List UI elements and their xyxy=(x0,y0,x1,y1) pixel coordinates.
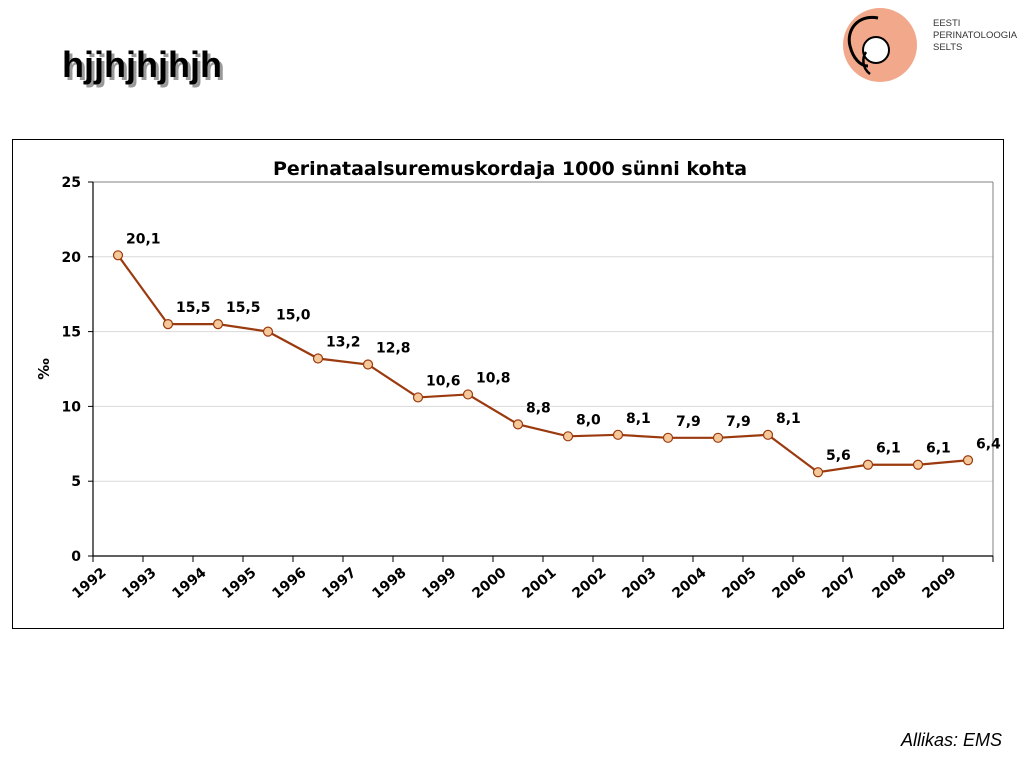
x-tick-label: 1998 xyxy=(369,565,409,602)
data-point xyxy=(462,389,474,400)
data-point xyxy=(162,319,174,330)
chart-frame: Perinataalsuremuskordaja 1000 sünni koht… xyxy=(12,139,1004,629)
x-tick-label: 1995 xyxy=(219,565,259,602)
data-point xyxy=(312,353,324,364)
logo-line-1: EESTI xyxy=(933,18,961,29)
data-label: 13,2 xyxy=(326,335,361,351)
line-chart: Perinataalsuremuskordaja 1000 sünni koht… xyxy=(35,158,1001,602)
data-label: 6,1 xyxy=(926,441,951,457)
x-tick-label: 1993 xyxy=(119,565,159,602)
x-tick-label: 2008 xyxy=(869,565,909,602)
data-point xyxy=(962,455,974,466)
data-label: 8,1 xyxy=(626,411,651,427)
y-tick-label: 5 xyxy=(71,474,81,490)
data-label: 15,5 xyxy=(226,300,261,316)
data-point xyxy=(662,432,674,443)
x-tick-label: 1992 xyxy=(69,565,109,602)
data-label: 8,8 xyxy=(526,400,551,416)
x-tick-label: 2001 xyxy=(519,565,559,602)
logo-mark-icon xyxy=(843,8,917,82)
data-label: 12,8 xyxy=(376,341,411,357)
logo-text: EESTI PERINATOLOOGIA SELTS xyxy=(933,18,1017,54)
data-label: 6,4 xyxy=(976,436,1001,452)
data-point xyxy=(862,459,874,470)
data-point xyxy=(912,459,924,470)
data-point xyxy=(112,250,124,261)
x-tick-label: 1999 xyxy=(419,565,459,602)
x-tick-label: 2005 xyxy=(719,565,759,602)
series-line xyxy=(117,254,969,474)
data-point xyxy=(612,429,624,440)
logo-curve-2 xyxy=(862,51,871,75)
data-point xyxy=(212,319,224,330)
x-tick-label: 1994 xyxy=(169,565,209,602)
y-tick-label: 15 xyxy=(62,325,81,341)
y-tick-label: 20 xyxy=(62,250,82,266)
x-tick-label: 2000 xyxy=(469,565,509,602)
data-point xyxy=(362,359,374,370)
data-label: 7,9 xyxy=(726,414,751,430)
y-tick-label: 0 xyxy=(71,549,81,565)
data-point xyxy=(512,419,524,430)
y-axis-label: ‰ xyxy=(35,358,53,380)
data-label: 10,6 xyxy=(426,373,461,389)
x-tick-label: 2007 xyxy=(819,565,859,602)
logo: EESTI PERINATOLOOGIA SELTS xyxy=(840,6,1020,86)
y-tick-label: 10 xyxy=(62,399,82,415)
x-tick-label: 2004 xyxy=(669,565,709,602)
source-note: Allikas: EMS xyxy=(900,730,1002,750)
x-tick-label: 2006 xyxy=(769,565,809,602)
x-tick-label: 1997 xyxy=(319,565,359,602)
data-label: 8,1 xyxy=(776,411,801,427)
logo-curve xyxy=(847,15,879,68)
x-tick-label: 1996 xyxy=(269,565,309,602)
logo-inner-circle xyxy=(862,36,890,64)
data-point xyxy=(562,431,574,442)
data-label: 7,9 xyxy=(676,414,701,430)
x-tick-label: 2009 xyxy=(919,565,959,602)
data-point xyxy=(262,326,274,337)
slide-title: hjjhjhjhjh xyxy=(62,44,222,85)
x-tick-label: 2003 xyxy=(619,565,659,602)
chart-title: Perinataalsuremuskordaja 1000 sünni koht… xyxy=(273,158,747,180)
logo-line-2: PERINATOLOOGIA xyxy=(933,30,1018,41)
data-label: 15,0 xyxy=(276,308,311,324)
data-label: 20,1 xyxy=(126,231,161,247)
data-label: 5,6 xyxy=(826,448,851,464)
data-label: 10,8 xyxy=(476,370,511,386)
data-point xyxy=(812,467,824,478)
data-point xyxy=(762,429,774,440)
data-point xyxy=(712,432,724,443)
x-tick-label: 2002 xyxy=(569,565,609,602)
data-label: 15,5 xyxy=(176,300,211,316)
logo-line-3: SELTS xyxy=(933,42,963,53)
data-label: 6,1 xyxy=(876,441,901,457)
data-point xyxy=(412,392,424,403)
data-label: 8,0 xyxy=(576,412,601,428)
y-tick-label: 25 xyxy=(62,175,81,191)
